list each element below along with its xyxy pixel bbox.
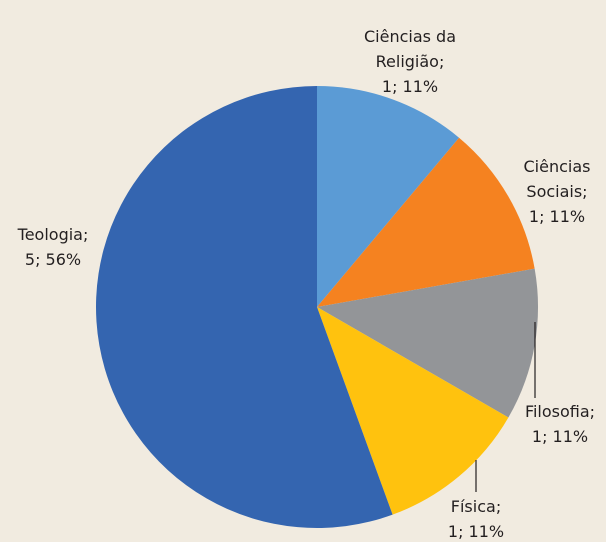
category-label: Teologia;: [17, 225, 89, 244]
category-label-line: Filosofia;: [525, 402, 595, 421]
category-label: Ciências Sociais;: [524, 157, 591, 201]
category-label: Física;: [451, 497, 501, 516]
value-label: 1; 11%: [382, 77, 438, 96]
category-label-line: Ciências da: [364, 27, 456, 46]
category-label: Ciências da Religião;: [364, 27, 456, 71]
pie-slice: [96, 86, 393, 529]
pie-slice: [317, 86, 460, 307]
value-label: 1; 11%: [529, 207, 585, 226]
pie-slice: [317, 307, 509, 515]
value-label: 1; 11%: [532, 427, 588, 446]
category-label-line: Ciências: [524, 157, 591, 176]
category-label-line: Sociais;: [526, 182, 587, 201]
category-label-line: Física;: [451, 497, 501, 516]
value-label: 1; 11%: [448, 522, 504, 541]
category-label: Filosofia;: [525, 402, 595, 421]
category-label-line: Teologia;: [17, 225, 89, 244]
value-label: 5; 56%: [25, 250, 81, 269]
pie-slice: [317, 268, 538, 418]
pie-slice: [317, 137, 535, 307]
category-label-line: Religião;: [376, 52, 445, 71]
